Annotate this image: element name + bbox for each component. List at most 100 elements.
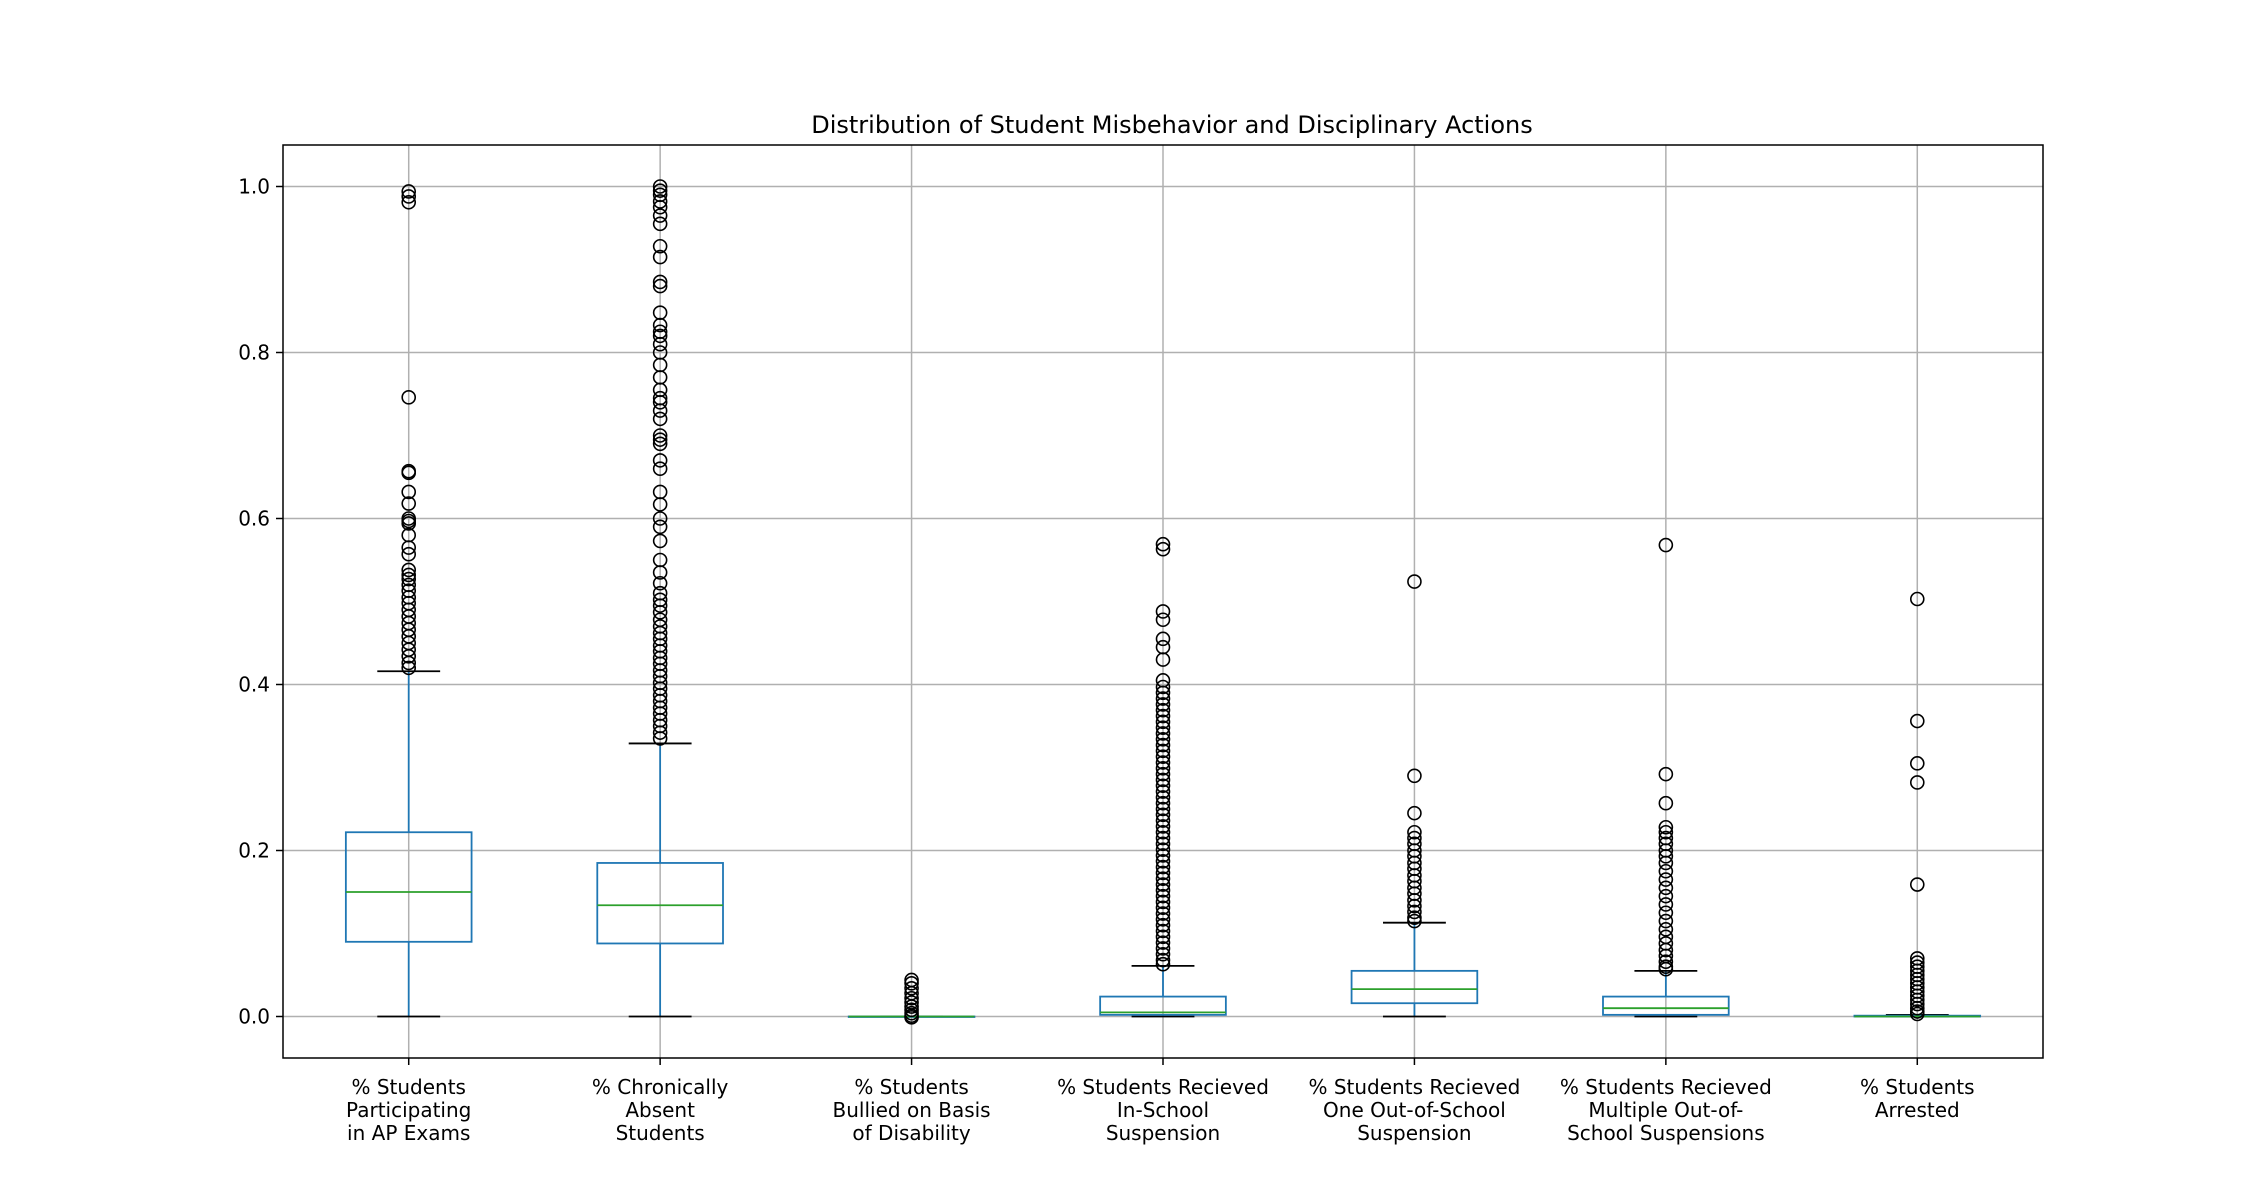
outlier-point — [652, 432, 668, 447]
outlier-point — [401, 660, 417, 676]
outlier-point — [1155, 749, 1171, 765]
x-tick-label-line: Students — [616, 1121, 705, 1145]
box-group — [847, 972, 976, 1025]
outlier-point — [1658, 537, 1674, 553]
outlier-point — [1658, 766, 1674, 782]
outlier-point — [1155, 923, 1171, 939]
outlier-point — [904, 990, 919, 1006]
outlier-point — [1155, 679, 1171, 695]
outlier-point — [1407, 898, 1422, 914]
outlier-point — [1155, 842, 1171, 857]
outlier-point — [652, 179, 668, 194]
x-tick-label-line: Suspension — [1106, 1121, 1220, 1145]
y-tick-label: 0.6 — [238, 507, 270, 531]
x-tick-label-line: of Disability — [852, 1121, 970, 1145]
outlier-point — [401, 496, 417, 511]
outlier-point — [1155, 778, 1171, 794]
outlier-point — [1155, 912, 1171, 927]
outlier-point — [1155, 917, 1171, 933]
outlier-point — [1658, 961, 1674, 977]
outlier-point — [401, 546, 417, 562]
outlier-point — [1658, 942, 1674, 958]
outlier-point — [1155, 848, 1171, 863]
outlier-point — [1155, 612, 1171, 628]
iqr-box — [596, 862, 724, 945]
outlier-point — [1909, 877, 1925, 892]
outlier-point — [1155, 731, 1171, 747]
outlier-point — [1155, 761, 1171, 776]
box-group — [344, 184, 473, 1018]
x-tick-label-line: in AP Exams — [347, 1121, 470, 1145]
outlier-point — [1155, 536, 1171, 552]
x-tick-label-line: % Students — [854, 1075, 969, 1099]
outlier-point — [1155, 737, 1171, 753]
outlier-point — [1407, 904, 1422, 920]
outlier-point — [652, 604, 668, 620]
outlier-point — [652, 194, 668, 209]
outlier-point — [1407, 892, 1422, 908]
x-tick-label-line: % Students Recieved — [1560, 1075, 1772, 1099]
outlier-point — [1155, 784, 1171, 799]
outlier-point — [401, 562, 417, 578]
outlier-point — [1658, 954, 1674, 970]
outlier-point — [652, 598, 668, 613]
iqr-box — [1350, 969, 1479, 1005]
outlier-point — [401, 540, 417, 555]
outlier-point — [1155, 541, 1171, 557]
outlier-point — [652, 436, 668, 452]
outlier-point — [1909, 775, 1925, 790]
outlier-point — [1658, 880, 1674, 896]
outlier-point — [652, 238, 668, 254]
outlier-point — [401, 189, 417, 204]
x-tick-label-line: In-School — [1117, 1098, 1209, 1122]
axes: 0.00.20.40.60.81.0% Students Participatin… — [238, 175, 1974, 1146]
outlier-point — [904, 975, 919, 991]
iqr-box — [344, 831, 473, 943]
outlier-point — [401, 484, 417, 500]
x-tick-label: % Students Bullied on Basis of Disability — [833, 1075, 991, 1145]
outlier-point — [652, 208, 668, 223]
outlier-point — [652, 403, 668, 418]
outlier-point — [1155, 894, 1171, 910]
boxes — [344, 179, 1982, 1025]
outlier-point — [1658, 922, 1674, 937]
outlier-point — [652, 519, 668, 535]
outlier-point — [1155, 900, 1171, 916]
outlier-point — [1155, 853, 1171, 869]
outlier-point — [652, 575, 668, 591]
outlier-point — [401, 567, 417, 583]
outlier-point — [1155, 714, 1171, 730]
outlier-point — [401, 184, 417, 199]
outlier-point — [1155, 801, 1171, 817]
outlier-point — [1155, 702, 1171, 718]
x-tick-label: % Students Recieved In-School Suspension — [1057, 1075, 1269, 1145]
x-tick-label-line: Participating — [346, 1098, 471, 1122]
outlier-point — [1407, 805, 1422, 821]
outlier-point — [1155, 652, 1171, 667]
outlier-point — [1155, 697, 1171, 712]
outlier-point — [1155, 946, 1171, 962]
outlier-point — [652, 731, 668, 746]
outlier-point — [1407, 913, 1422, 929]
outlier-point — [1155, 813, 1171, 828]
outlier-point — [1658, 863, 1674, 879]
outlier-point — [1155, 830, 1171, 846]
outlier-point — [1155, 772, 1171, 788]
outlier-point — [1155, 865, 1171, 881]
outlier-point — [1407, 824, 1422, 840]
outlier-point — [1155, 726, 1171, 741]
outlier-point — [652, 216, 668, 232]
outlier-point — [401, 655, 417, 671]
outlier-point — [1155, 836, 1171, 852]
outlier-point — [1155, 883, 1171, 898]
y-tick-label: 0.2 — [238, 839, 270, 863]
outlier-point — [1155, 819, 1171, 834]
outlier-point — [1658, 855, 1674, 871]
outlier-point — [1155, 766, 1171, 782]
outlier-point — [401, 648, 417, 664]
box-group — [1350, 574, 1479, 1018]
y-tick-label: 0.8 — [238, 341, 270, 365]
x-tick-label-line: Absent — [625, 1098, 695, 1122]
outlier-point — [652, 533, 668, 549]
outlier-point — [401, 516, 417, 531]
